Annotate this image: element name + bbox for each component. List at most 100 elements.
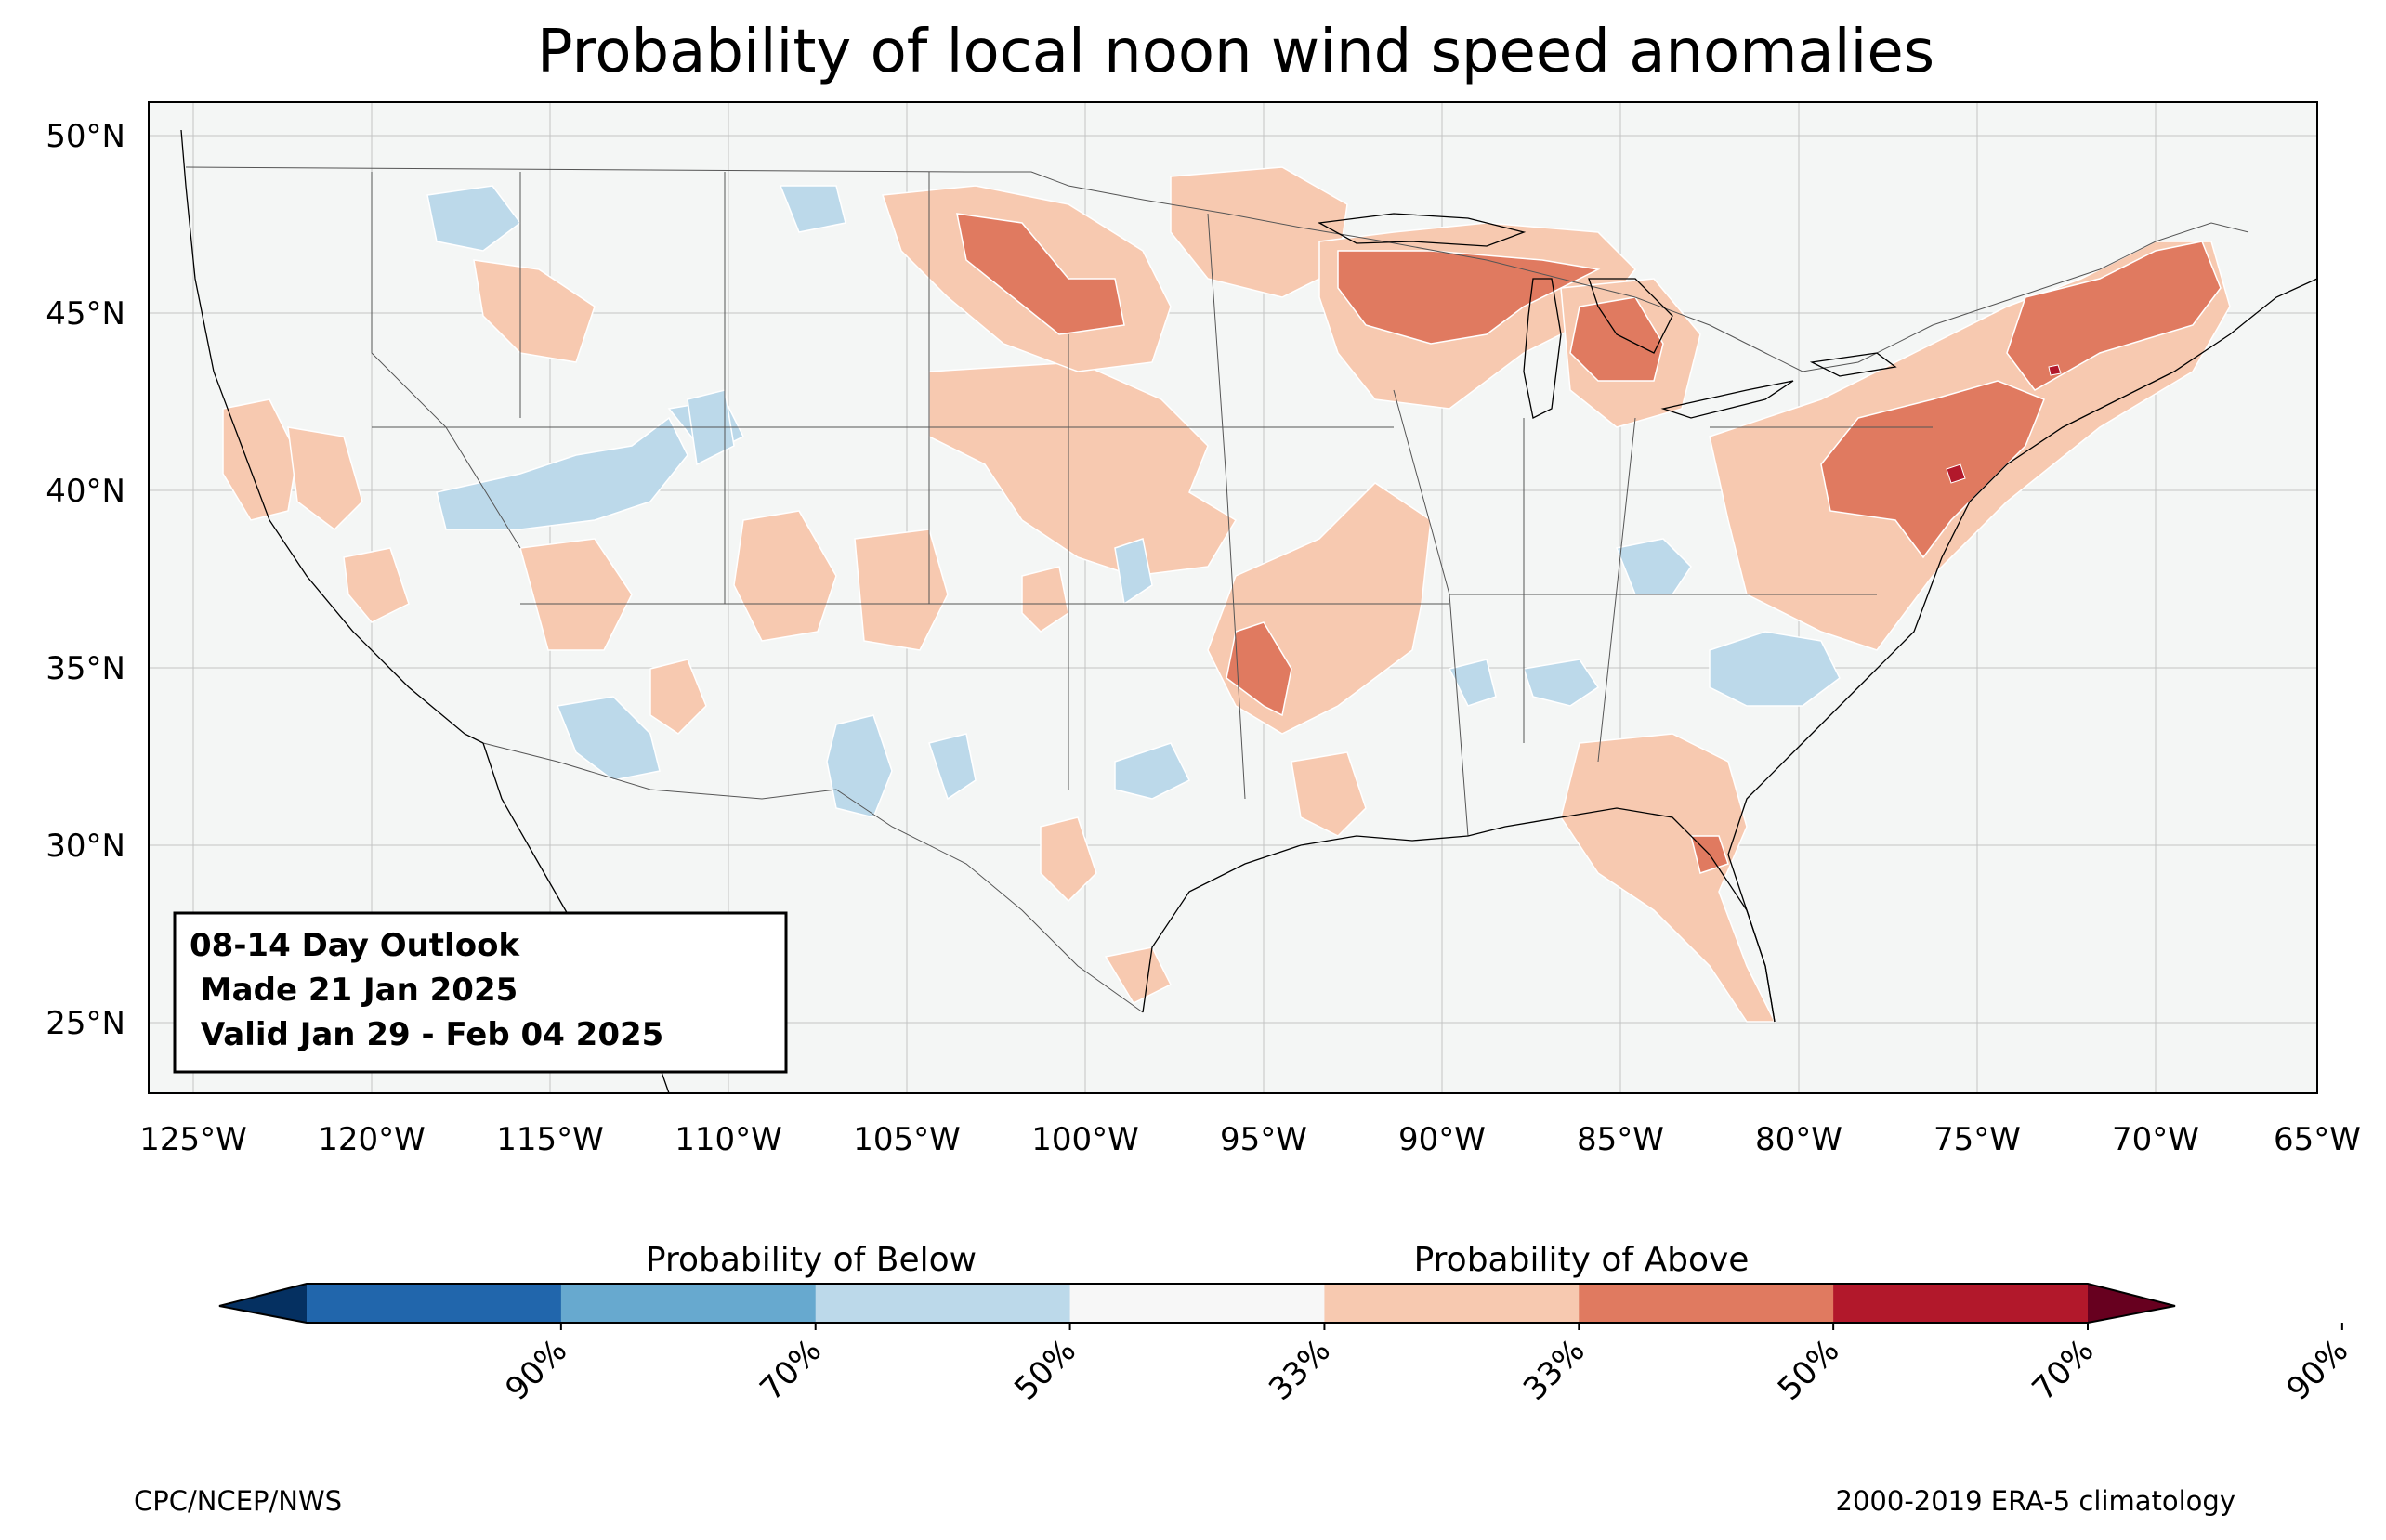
- lake-superior: [1317, 213, 1527, 247]
- anomaly-above-50: [956, 213, 2222, 874]
- lat-tick-label: 40°N: [46, 473, 125, 510]
- lat-tick-labels: 50°N 45°N 40°N 35°N 30°N 25°N: [46, 118, 125, 1042]
- region-arizona: [519, 538, 633, 651]
- colorbar-swatch: [815, 1284, 1071, 1323]
- map-frame: [148, 101, 2318, 1094]
- colorbar-extend-high: [2088, 1284, 2175, 1323]
- region-montana-east: [779, 185, 846, 233]
- canada-border: [185, 166, 2249, 372]
- lon-tick-label: 70°W: [2112, 1121, 2199, 1158]
- lon-tick-label: 85°W: [1577, 1121, 1664, 1158]
- spot-pennsylvania: [1946, 463, 1966, 484]
- lat-tick-label: 30°N: [46, 828, 125, 865]
- region-northern-plains-mn: [1170, 166, 1348, 298]
- lake-erie: [1660, 380, 1794, 419]
- outlook-valid-range: Valid Jan 29 - Feb 04 2025: [190, 1016, 663, 1053]
- region-southern-texas: [1040, 816, 1097, 903]
- lon-tick-labels: 125°W 120°W 115°W 110°W 105°W 100°W 95°W…: [139, 1121, 2361, 1158]
- colorbar-outline: [218, 1283, 2176, 1324]
- lon-tick-label: 65°W: [2274, 1121, 2361, 1158]
- region-kansas: [1021, 566, 1069, 633]
- political-borders: [185, 166, 2249, 1013]
- colorbar-tick-label: 70%: [753, 1332, 829, 1408]
- colorbar-tick-label: 50%: [1007, 1332, 1083, 1408]
- lake-huron: [1588, 278, 1673, 354]
- region-upper-great-lakes: [1337, 250, 1601, 345]
- colorbar-swatch: [560, 1284, 817, 1323]
- lat-tick-label: 45°N: [46, 295, 125, 333]
- lon-tick-label: 75°W: [1934, 1121, 2021, 1158]
- state-line-1: [371, 172, 521, 549]
- colorbar-above-label: Probability of Above: [1414, 1241, 1750, 1279]
- outlook-made-date: Made 21 Jan 2025: [190, 972, 518, 1009]
- atlantic-coast: [1727, 278, 2318, 1023]
- lat-tick-label: 25°N: [46, 1005, 125, 1042]
- region-utah-wyoming: [473, 259, 596, 363]
- region-southwest: [556, 696, 661, 781]
- colorbar-below-label: Probability of Below: [646, 1241, 977, 1279]
- lon-tick-label: 80°W: [1755, 1121, 1842, 1158]
- lon-tick-label: 115°W: [496, 1121, 604, 1158]
- region-new-mexico-south: [826, 714, 893, 818]
- lon-tick-label: 120°W: [318, 1121, 426, 1158]
- region-california-nevada-1: [222, 398, 298, 521]
- spot-new-york: [2048, 364, 2062, 376]
- anomaly-below-33: [426, 185, 1841, 818]
- lake-michigan: [1523, 278, 1562, 419]
- lat-tick-label: 50°N: [46, 118, 125, 155]
- colorbar-swatches: [219, 1284, 2175, 1323]
- region-arkansas-oklahoma: [1226, 621, 1292, 717]
- region-louisiana: [1291, 751, 1367, 837]
- colorbar-ticks: 90% 70% 50% 33% 33% 50% 70% 90%: [498, 1323, 2355, 1408]
- lon-tick-label: 125°W: [139, 1121, 247, 1158]
- region-tennessee: [1523, 659, 1600, 707]
- lon-tick-label: 110°W: [675, 1121, 782, 1158]
- lon-tick-label: 100°W: [1031, 1121, 1139, 1158]
- colorbar-tick-label: 33%: [1516, 1332, 1593, 1408]
- region-georgia-north: [1448, 659, 1497, 707]
- region-oklahoma-panhandle: [1114, 742, 1191, 800]
- region-upper-midwest-dakotas: [956, 213, 1125, 335]
- colorbar: Probability of Below Probability of Abov…: [218, 1241, 2355, 1408]
- west-coast: [180, 129, 484, 744]
- region-west-texas-south: [928, 733, 977, 801]
- outlook-box: 08-14 Day Outlook Made 21 Jan 2025 Valid…: [173, 911, 788, 1074]
- colorbar-swatch: [1069, 1284, 1325, 1323]
- state-line-12: [1597, 417, 1636, 763]
- colorbar-tick-label: 33%: [1262, 1332, 1338, 1408]
- region-carolinas: [1709, 631, 1841, 707]
- footer-climatology: 2000-2019 ERA-5 climatology: [1836, 1485, 2235, 1517]
- region-arkansas-north: [1114, 538, 1153, 606]
- colorbar-swatch: [307, 1284, 562, 1323]
- figure-title: Probability of local noon wind speed ano…: [537, 18, 1934, 86]
- region-texas-coast: [1104, 946, 1173, 1004]
- lon-tick-label: 90°W: [1398, 1121, 1486, 1158]
- region-new-mexico: [733, 510, 837, 642]
- footer-credit: CPC/NCEP/NWS: [134, 1485, 342, 1517]
- colorbar-tick-label: 70%: [2025, 1332, 2102, 1408]
- colorbar-swatch: [1579, 1284, 1834, 1323]
- outlook-title: 08-14 Day Outlook: [190, 927, 520, 964]
- region-northeast-new-england: [2006, 241, 2222, 391]
- region-great-plains: [928, 361, 1238, 577]
- gulf-coast: [1142, 807, 1776, 1023]
- colorbar-tick-label: 90%: [498, 1332, 574, 1408]
- region-west-texas: [649, 659, 707, 735]
- region-ohio-valley: [1615, 538, 1692, 595]
- colorbar-swatch: [1833, 1284, 2089, 1323]
- lon-tick-label: 105°W: [853, 1121, 961, 1158]
- region-great-basin: [436, 416, 688, 530]
- colorbar-swatch: [1324, 1284, 1580, 1323]
- colorbar-tick-label: 50%: [1771, 1332, 1847, 1408]
- mexico-border: [482, 742, 1144, 1013]
- region-colorado: [854, 529, 949, 651]
- state-line-6: [1207, 213, 1246, 800]
- region-nevada: [343, 547, 410, 623]
- colorbar-extend-low: [219, 1284, 307, 1323]
- colorbar-tick-label: 90%: [2279, 1332, 2355, 1408]
- anomaly-above-70: [1946, 364, 2062, 484]
- outlook-box-frame: [173, 911, 788, 1074]
- lon-tick-label: 95°W: [1220, 1121, 1307, 1158]
- region-idaho: [426, 185, 522, 252]
